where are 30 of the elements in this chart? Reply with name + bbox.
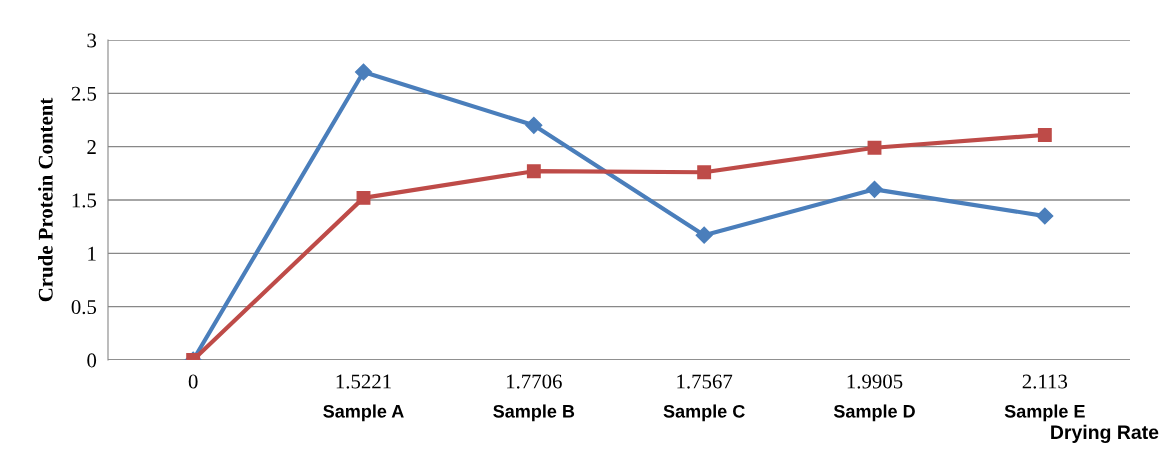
- text: Sample D: [833, 404, 915, 422]
- y-tick-label: 1: [88, 246, 96, 261]
- point: [865, 180, 884, 198]
- point: [1036, 207, 1054, 225]
- x-axis-title: Drying Rate: [1051, 424, 1159, 443]
- y-tick-label: 0.5: [71, 300, 97, 315]
- y-tick-label: 1.5: [72, 193, 97, 208]
- point: [867, 140, 882, 155]
- x-tick-label: 1.5221: [336, 374, 391, 389]
- point: [525, 116, 543, 134]
- x-tick-label: 0: [188, 374, 198, 389]
- point: [1037, 127, 1052, 142]
- point: [695, 226, 713, 244]
- point: [697, 165, 712, 180]
- x-tick-label: 1.7706: [507, 374, 562, 389]
- point: [526, 164, 541, 179]
- y-tick-label: 3: [87, 33, 97, 48]
- text: Sample B: [493, 404, 575, 422]
- y-tick-label: 2.5: [71, 86, 97, 101]
- text: Sample E: [1004, 404, 1085, 422]
- text: Sample A: [323, 404, 404, 422]
- y-tick-label: 2: [87, 140, 96, 154]
- y-axis-title: Crude Protein Content: [38, 97, 53, 302]
- x-tick-label: 2.113: [1022, 374, 1068, 389]
- y-tick-label: 0: [87, 353, 97, 368]
- point: [356, 190, 371, 205]
- point: [354, 63, 373, 81]
- text: Sample C: [663, 404, 745, 422]
- x-tick-label: 1.9905: [847, 374, 903, 389]
- x-tick-label: 1.7567: [677, 374, 733, 389]
